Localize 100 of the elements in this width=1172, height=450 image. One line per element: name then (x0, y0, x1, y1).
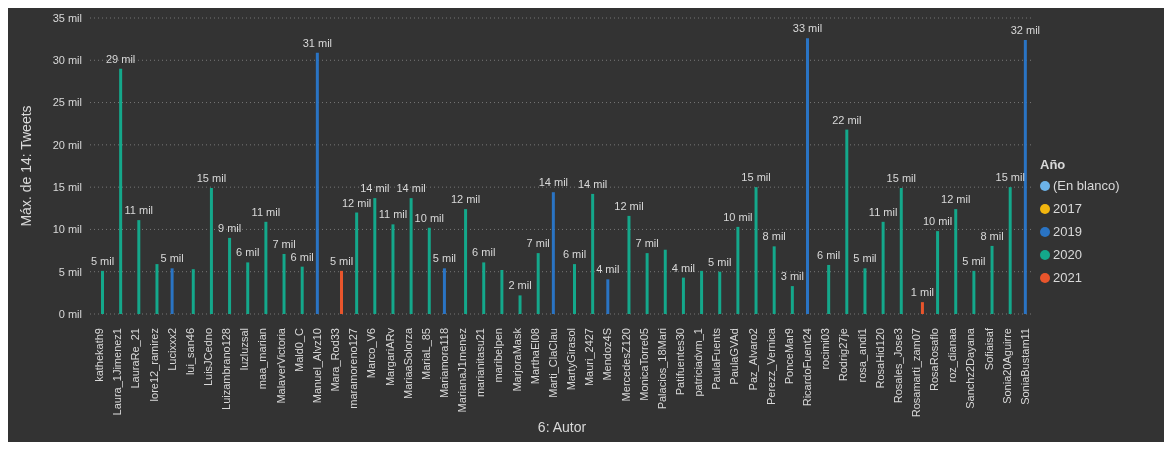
x-tick-label: luzluzsal (238, 328, 251, 371)
bar (827, 264, 831, 314)
x-tick-label: Manuel_Alvz10 (310, 328, 323, 404)
x-tick-label: MariaL_85 (419, 328, 432, 380)
data-label: 8 mil (980, 229, 1004, 242)
data-label: 11 mil (868, 205, 898, 218)
data-label: 1 mil (910, 286, 935, 299)
y-tick-label: 20 mil (52, 138, 82, 151)
x-tick-label: Luizambrano128 (220, 328, 233, 410)
x-tick-label: MarianaJ1menez (456, 328, 469, 413)
x-tick-label: Sonia20Aguirre (1000, 328, 1013, 404)
x-tick-label: Sofiaisaf (982, 327, 995, 371)
x-tick-label: rosa_andi1 (855, 328, 868, 383)
data-label: 12 mil (450, 193, 481, 206)
bar (119, 68, 123, 314)
bar (101, 270, 104, 314)
bar (645, 253, 649, 314)
x-axis-title: 6: Autor (537, 419, 587, 435)
x-tick-label: maramoreno127 (347, 328, 360, 409)
data-label: 5 mil (962, 254, 986, 267)
y-tick-label: 5 mil (58, 265, 82, 278)
x-tick-label: Mald0_C (292, 327, 305, 373)
bar (663, 249, 667, 314)
data-label: 12 mil (341, 196, 372, 209)
bar (718, 271, 722, 314)
bar (736, 226, 740, 314)
x-tick-label: Rodrig27je (837, 328, 850, 382)
x-tick-label: lore12_ramirez (147, 328, 160, 402)
data-label: 6 mil (236, 246, 260, 259)
data-label: 8 mil (762, 230, 786, 243)
x-tick-label: MalaverVictoria (274, 327, 287, 404)
x-tick-label: maa_marian (256, 328, 269, 390)
x-tick-label: PaulaFuents (710, 327, 723, 390)
x-tick-label: Perezz_Vernica (764, 327, 777, 406)
bar (170, 268, 174, 314)
x-tick-label: PonceMar9 (782, 328, 795, 385)
x-tick-label: lui_san46 (183, 328, 196, 376)
bar (1008, 187, 1012, 314)
bar (500, 270, 504, 314)
data-label: 7 mil (272, 237, 296, 250)
bar (137, 220, 141, 314)
bar (409, 198, 413, 314)
y-tick-label: 30 mil (52, 54, 82, 67)
data-label: 6 mil (290, 250, 314, 263)
x-tick-label: marianitasu21 (474, 328, 487, 398)
legend-label: 2020 (1053, 247, 1082, 262)
bar (373, 198, 377, 314)
data-label: 3 mil (780, 270, 804, 283)
bar (806, 38, 809, 314)
bar (700, 270, 704, 314)
bar (990, 245, 994, 314)
x-tick-label: rocimi03 (819, 328, 832, 370)
x-tick-label: RicardoFuent24 (801, 328, 814, 407)
x-tick-label: MarthaEl08 (528, 328, 541, 385)
x-tick-label: Lucixxx2 (165, 328, 178, 371)
legend-title: Año (1040, 157, 1067, 172)
y-tick-label: 25 mil (52, 96, 82, 109)
data-label: 5 mil (160, 252, 184, 265)
x-tick-label: MarjoraMask (510, 327, 523, 392)
x-tick-label: PaulaGVAd (728, 328, 741, 385)
bar (754, 187, 758, 314)
bar (300, 266, 304, 314)
bar (845, 129, 849, 314)
x-tick-label: Mara_Rod33 (329, 328, 342, 392)
bar (1023, 39, 1027, 314)
x-tick-label: RosaRosaflo (928, 328, 941, 391)
legend-label: 2017 (1053, 201, 1082, 216)
bar (315, 52, 319, 314)
x-tick-label: MercedesZ120 (619, 328, 632, 402)
bar (606, 279, 610, 314)
bar (155, 264, 159, 314)
x-tick-label: Laura_1Jimenez1 (111, 328, 124, 416)
x-tick-label: MargariARv (383, 327, 396, 387)
bar (228, 237, 232, 314)
x-tick-label: Patifuentes30 (674, 328, 686, 396)
bar (482, 262, 486, 314)
x-tick-label: Mendoz4S (601, 328, 614, 381)
x-tick-label: Rosales_Jose3 (891, 328, 904, 404)
bar (427, 227, 431, 314)
bar (627, 215, 631, 314)
data-label: 22 mil (832, 113, 862, 126)
y-tick-label: 35 mil (52, 11, 82, 24)
x-tick-label: maribelpen (492, 328, 505, 383)
data-label: 5 mil (853, 252, 877, 265)
bar (920, 302, 924, 314)
bar (340, 270, 343, 314)
data-label: 5 mil (432, 252, 457, 265)
data-label: 4 mil (596, 263, 620, 276)
data-label: 14 mil (360, 182, 390, 195)
bar (209, 187, 213, 314)
x-tick-label: Rosamarti_zam07 (910, 328, 922, 418)
x-tick-label: Mauri_2427 (583, 328, 596, 387)
x-tick-label: LuisJCedno (202, 328, 214, 387)
data-label: 11 mil (378, 208, 408, 221)
bar (518, 295, 522, 314)
x-tick-label: patriciadvm_1 (692, 328, 705, 397)
data-label: 6 mil (562, 248, 587, 261)
data-label: 10 mil (414, 211, 444, 224)
bar (681, 277, 685, 314)
x-tick-label: Palacios_18Mari (655, 328, 668, 410)
